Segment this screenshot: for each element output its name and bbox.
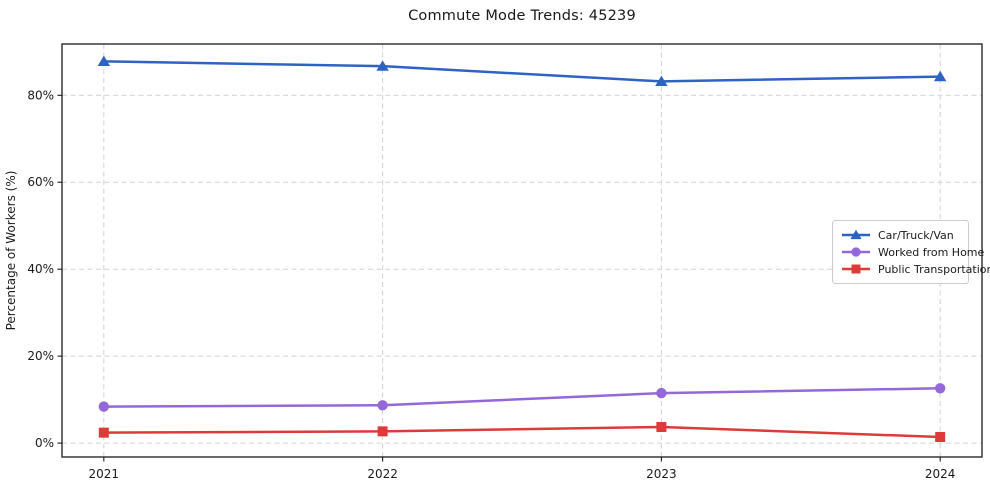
marker-square xyxy=(656,422,667,433)
marker-square xyxy=(98,427,109,438)
marker-circle xyxy=(851,247,861,257)
series-public-transportation xyxy=(98,422,946,443)
marker-triangle-up xyxy=(933,70,947,82)
marker-circle xyxy=(656,387,667,399)
legend-label: Car/Truck/Van xyxy=(878,228,954,242)
series-worked-from-home xyxy=(98,383,946,412)
marker-triangle-up xyxy=(655,75,668,86)
legend-marker-triangle-up-icon xyxy=(842,229,870,240)
x-tick-label: 2024 xyxy=(925,467,956,481)
x-tick-label: 2023 xyxy=(646,467,677,481)
y-axis-title: Percentage of Workers (%) xyxy=(4,171,18,331)
x-tick-label: 2021 xyxy=(89,467,120,481)
legend-label: Public Transportation xyxy=(878,262,990,276)
legend: Car/Truck/Van Worked from Home Public Tran… xyxy=(832,220,990,284)
legend-item-car-truck-van: Car/Truck/Van xyxy=(840,227,961,243)
marker-square xyxy=(935,432,946,443)
y-tick-label: 60% xyxy=(27,175,54,189)
legend-marker-circle-icon xyxy=(842,247,870,257)
marker-circle xyxy=(934,383,946,394)
legend-item-worked-from-home: Worked from Home xyxy=(840,244,984,260)
chart-title: Commute Mode Trends: 45239 xyxy=(408,8,636,24)
marker-triangle-up xyxy=(850,229,862,240)
legend-marker-square-icon xyxy=(842,264,870,274)
series-line-public-transportation xyxy=(102,425,942,439)
series-car-truck-van xyxy=(97,55,947,86)
y-tick-label: 20% xyxy=(27,349,54,363)
series-line-car-truck-van xyxy=(102,60,942,83)
x-tick-label: 2022 xyxy=(367,467,398,481)
marker-square xyxy=(851,264,861,274)
marker-circle xyxy=(377,400,388,411)
legend-label: Worked from Home xyxy=(878,245,985,259)
y-tick-label: 40% xyxy=(27,262,54,276)
marker-circle xyxy=(98,401,110,412)
marker-triangle-up xyxy=(376,60,389,71)
marker-square xyxy=(377,426,388,437)
legend-item-public-transportation: Public Transportation xyxy=(840,261,990,277)
y-tick-label: 0% xyxy=(35,436,54,450)
marker-triangle-up xyxy=(97,55,111,66)
y-tick-label: 80% xyxy=(27,88,54,102)
axes-frame xyxy=(61,43,983,458)
series-line-worked-from-home xyxy=(102,387,942,408)
